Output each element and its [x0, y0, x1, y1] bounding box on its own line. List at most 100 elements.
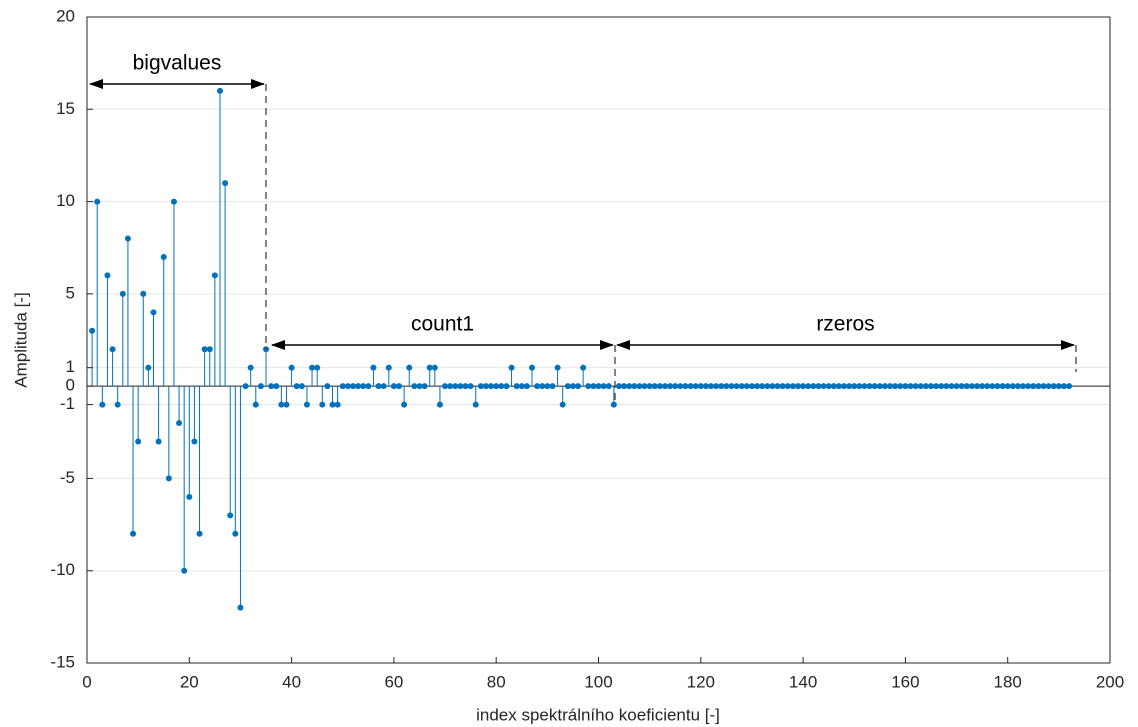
stem-marker — [94, 198, 101, 205]
stem-marker — [881, 383, 888, 390]
stem-marker — [472, 401, 479, 408]
stem-marker — [288, 364, 295, 371]
stem-marker — [953, 383, 960, 390]
stem-marker — [933, 383, 940, 390]
stem-marker — [718, 383, 725, 390]
stem-marker — [738, 383, 745, 390]
stem-marker — [764, 383, 771, 390]
stem-marker — [334, 401, 341, 408]
stem-marker — [805, 383, 812, 390]
stem-marker — [406, 364, 413, 371]
stem-marker — [968, 383, 975, 390]
stem-marker — [549, 383, 556, 390]
stem-marker — [252, 401, 259, 408]
stem-marker — [523, 383, 530, 390]
annotation: rzeros — [816, 313, 874, 336]
stem-marker — [442, 383, 449, 390]
stem-marker — [984, 383, 991, 390]
x-tick-label: 60 — [384, 672, 403, 691]
stem-marker — [626, 383, 633, 390]
stem-marker — [1040, 383, 1047, 390]
stem-marker — [493, 383, 500, 390]
stem-marker — [713, 383, 720, 390]
stem-marker — [876, 383, 883, 390]
stem-marker — [534, 383, 541, 390]
stem-marker — [748, 383, 755, 390]
stem-marker — [559, 401, 566, 408]
stem-marker — [150, 309, 157, 316]
stem-marker — [708, 383, 715, 390]
stem-marker — [155, 438, 162, 445]
y-tick-label: -5 — [60, 468, 75, 487]
stem-marker — [861, 383, 868, 390]
stem-marker — [385, 364, 392, 371]
stem-marker — [912, 383, 919, 390]
stem-marker — [339, 383, 346, 390]
stem-marker — [303, 401, 310, 408]
stem-marker — [467, 383, 474, 390]
stem-marker — [375, 383, 382, 390]
stem-marker — [1066, 383, 1073, 390]
stem-marker — [114, 401, 121, 408]
stem-marker — [1020, 383, 1027, 390]
stem-marker — [104, 272, 111, 279]
stem-marker — [160, 253, 167, 260]
stem-marker — [181, 567, 188, 574]
stem-marker — [191, 438, 198, 445]
stem-marker — [319, 401, 326, 408]
y-axis-label: Amplituda [-] — [11, 292, 30, 387]
stem-marker — [902, 383, 909, 390]
stem-marker — [216, 87, 223, 94]
stem-marker — [488, 383, 495, 390]
stem-marker — [452, 383, 459, 390]
x-tick-label: 180 — [994, 672, 1022, 691]
annotation: bigvalues — [133, 52, 222, 75]
stem-marker — [687, 383, 694, 390]
stem-marker — [421, 383, 428, 390]
x-tick-label: 120 — [687, 672, 715, 691]
stem-marker — [825, 383, 832, 390]
stem-marker — [636, 383, 643, 390]
stem-marker — [907, 383, 914, 390]
stem-marker — [590, 383, 597, 390]
stem-marker — [124, 235, 131, 242]
stem-marker — [754, 383, 761, 390]
stem-marker — [917, 383, 924, 390]
stem-marker — [196, 530, 203, 537]
stem-marker — [1060, 383, 1067, 390]
stem-marker — [621, 383, 628, 390]
stem-marker — [887, 383, 894, 390]
stem-marker — [119, 290, 126, 297]
stem-marker — [672, 383, 679, 390]
stem-marker — [682, 383, 689, 390]
stem-marker — [743, 383, 750, 390]
stem-marker — [697, 383, 704, 390]
stem-marker — [242, 383, 249, 390]
x-tick-label: 100 — [584, 672, 612, 691]
stem-marker — [656, 383, 663, 390]
stem-marker — [257, 383, 264, 390]
stem-marker — [759, 383, 766, 390]
stem-marker — [329, 401, 336, 408]
stem-marker — [631, 383, 638, 390]
stem-marker — [145, 364, 152, 371]
stem-marker — [324, 383, 331, 390]
stem-marker — [733, 383, 740, 390]
stem-marker — [1035, 383, 1042, 390]
stem-marker — [979, 383, 986, 390]
stem-marker — [989, 383, 996, 390]
stem-marker — [667, 383, 674, 390]
stem-marker — [810, 383, 817, 390]
y-tick-label: 10 — [56, 191, 75, 210]
y-tick-label: -1 — [60, 394, 75, 413]
stem-marker — [508, 364, 515, 371]
y-tick-label: 5 — [66, 283, 75, 302]
stem-marker — [938, 383, 945, 390]
stem-marker — [856, 383, 863, 390]
stem-marker — [794, 383, 801, 390]
stem-marker — [237, 604, 244, 611]
stem-marker — [779, 383, 786, 390]
stem-marker — [462, 383, 469, 390]
stem-marker — [835, 383, 842, 390]
stem-marker — [211, 272, 218, 279]
